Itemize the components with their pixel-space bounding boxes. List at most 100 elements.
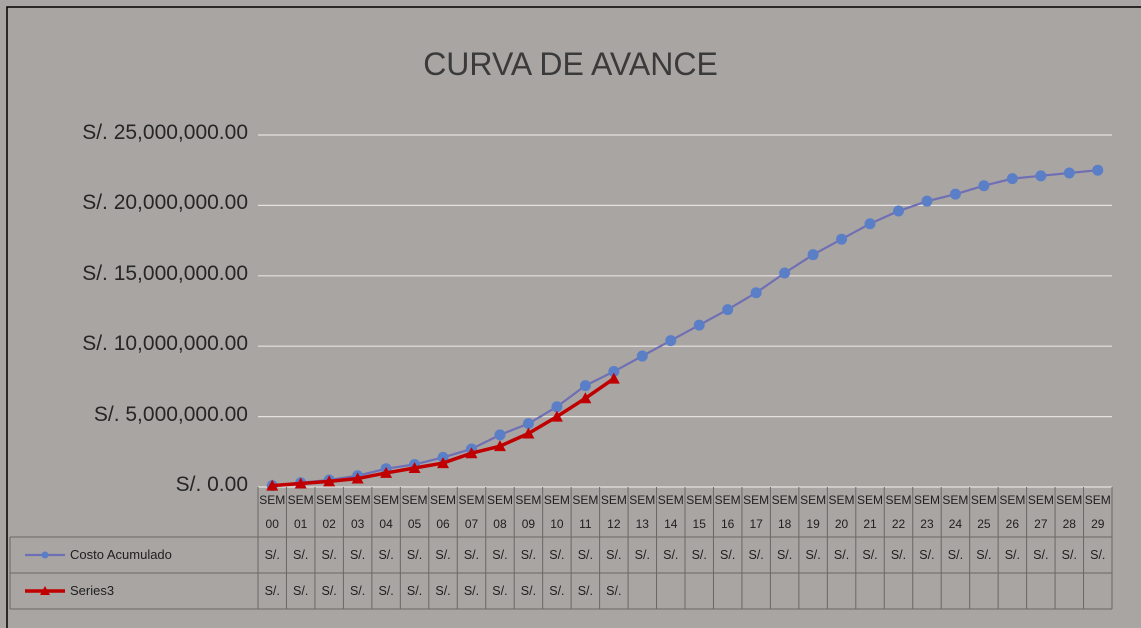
table-cell: S/. <box>606 584 622 598</box>
table-cell: S/. <box>691 548 707 562</box>
line-marker <box>579 380 591 392</box>
line-marker <box>323 475 336 487</box>
line-marker <box>921 195 933 207</box>
line-marker <box>608 366 620 378</box>
x-tick-label: SEM 14 <box>657 493 684 531</box>
x-tick-label: SEM 16 <box>714 493 741 531</box>
line-marker <box>551 401 563 413</box>
x-tick-label: SEM 06 <box>430 493 457 531</box>
x-tick-label: SEM 02 <box>316 493 343 531</box>
legend-marker <box>40 586 50 595</box>
line-marker <box>665 335 677 347</box>
table-cell: S/. <box>1090 548 1106 562</box>
table-cell: S/. <box>492 584 508 598</box>
line-marker <box>437 457 450 469</box>
x-tick-label: SEM 19 <box>800 493 827 531</box>
table-cell: S/. <box>1033 548 1049 562</box>
table-cell: S/. <box>349 548 366 562</box>
legend-marker <box>41 551 49 559</box>
x-tick-label: SEM 26 <box>999 493 1026 531</box>
line-marker <box>522 418 534 430</box>
x-tick-label: SEM 24 <box>942 493 969 531</box>
x-tick-label: SEM 07 <box>458 493 485 531</box>
table-cell: S/. <box>321 584 337 598</box>
table-cell: S/. <box>435 548 451 562</box>
line-marker <box>579 392 592 404</box>
line-marker <box>607 372 620 384</box>
table-cell: S/. <box>406 584 423 598</box>
table-cell: S/. <box>463 548 480 562</box>
line-marker <box>550 410 563 422</box>
x-tick-label: SEM 20 <box>828 493 855 531</box>
x-tick-label: SEM 10 <box>543 493 570 531</box>
line-marker <box>1063 167 1075 179</box>
x-tick-label: SEM 01 <box>287 493 314 531</box>
x-tick-label: SEM 03 <box>344 493 371 531</box>
y-tick-label: S/. 5,000,000.00 <box>93 402 248 426</box>
x-tick-label: SEM 08 <box>486 493 513 531</box>
table-cell: S/. <box>293 584 309 598</box>
table-cell: S/. <box>748 548 764 562</box>
table-cell: S/. <box>862 548 878 562</box>
table-cell: S/. <box>378 584 394 598</box>
table-cell: S/. <box>1004 548 1020 562</box>
table-cell: S/. <box>976 548 992 562</box>
x-tick-label: SEM 15 <box>686 493 713 531</box>
table-cell: S/. <box>776 548 793 562</box>
table-cell: S/. <box>606 548 622 562</box>
line-marker <box>522 427 535 439</box>
line-marker <box>864 218 876 230</box>
x-tick-label: SEM 23 <box>913 493 940 531</box>
table-cell: S/. <box>634 548 650 562</box>
line-marker <box>1006 173 1018 185</box>
x-tick-label: SEM 05 <box>401 493 428 531</box>
line-marker <box>380 466 393 478</box>
chart-title: CURVA DE AVANCE <box>423 46 718 82</box>
table-cell: S/. <box>520 584 537 598</box>
x-tick-label: SEM 22 <box>885 493 912 531</box>
line-marker <box>351 472 364 484</box>
y-tick-label: S/. 15,000,000.00 <box>82 261 248 285</box>
table-cell: S/. <box>406 548 423 562</box>
line-marker <box>494 429 506 441</box>
line-marker <box>493 440 506 452</box>
line-marker <box>722 304 734 316</box>
table-cell: S/. <box>947 548 964 562</box>
line-marker <box>266 479 279 491</box>
series-line <box>272 169 1098 487</box>
table-cell: S/. <box>1061 548 1077 562</box>
table-cell: S/. <box>378 548 394 562</box>
table-cell: S/. <box>577 548 593 562</box>
x-tick-label: SEM 21 <box>857 493 884 531</box>
line-marker <box>836 233 848 245</box>
line-marker <box>408 461 421 473</box>
table-cell: S/. <box>890 548 907 562</box>
table-cell: S/. <box>805 548 821 562</box>
x-tick-label: SEM 11 <box>572 493 599 531</box>
x-tick-label: SEM 27 <box>1027 493 1054 531</box>
line-marker <box>693 319 705 331</box>
x-tick-label: SEM 25 <box>970 493 997 531</box>
table-cell: S/. <box>520 548 537 562</box>
table-cell: S/. <box>549 584 565 598</box>
line-marker <box>636 350 648 362</box>
series-line <box>272 377 615 488</box>
y-tick-label: S/. 20,000,000.00 <box>82 191 248 215</box>
line-marker <box>1035 170 1047 182</box>
line-marker <box>978 180 990 192</box>
x-tick-label: SEM 18 <box>771 493 798 531</box>
line-marker <box>949 188 961 200</box>
x-tick-label: SEM 12 <box>600 493 627 531</box>
line-marker <box>893 205 904 217</box>
x-tick-label: SEM 13 <box>629 493 656 531</box>
line-marker <box>807 249 819 261</box>
table-cell: S/. <box>463 584 480 598</box>
table-cell: S/. <box>264 548 280 562</box>
table-cell: S/. <box>293 548 309 562</box>
line-marker <box>1092 164 1104 176</box>
y-tick-label: S/. 10,000,000.00 <box>82 332 248 356</box>
table-cell: S/. <box>720 548 736 562</box>
table-cell: S/. <box>919 548 935 562</box>
